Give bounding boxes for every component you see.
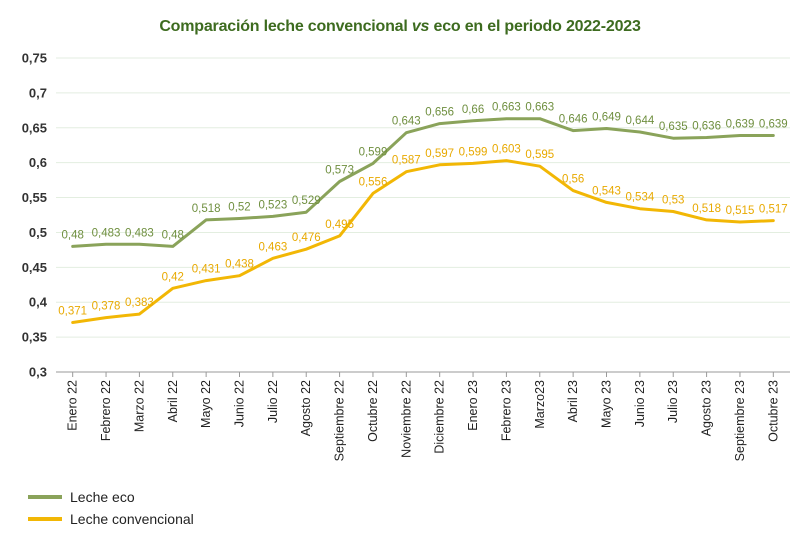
series-line-eco: [71, 117, 775, 248]
data-label-eco: 0,643: [392, 116, 421, 128]
x-tick-label: Marzo23: [533, 380, 547, 429]
x-tick-label: Noviembre 22: [399, 380, 413, 458]
data-label-eco: 0,639: [726, 118, 755, 130]
data-label-convencional: 0,438: [225, 259, 254, 271]
y-tick-label: 0,5: [29, 225, 47, 240]
y-tick-label: 0,3: [29, 365, 47, 380]
y-tick-label: 0,75: [22, 51, 47, 66]
legend: Leche eco Leche convencional: [28, 486, 194, 530]
x-tick-label: Octubre 23: [766, 380, 780, 442]
y-tick-label: 0,6: [29, 155, 47, 170]
x-tick-label: Septiembre 23: [733, 380, 747, 461]
data-label-convencional: 0,42: [162, 271, 184, 283]
x-tick-label: Mayo 23: [600, 380, 614, 428]
chart-title: Comparación leche convencional vs eco en…: [159, 18, 641, 35]
y-tick-label: 0,65: [22, 120, 47, 135]
data-label-convencional: 0,603: [492, 144, 521, 156]
data-label-eco: 0,663: [492, 102, 521, 114]
x-tick-label: Marzo 22: [132, 380, 146, 432]
data-label-convencional: 0,495: [325, 219, 354, 231]
data-label-eco: 0,523: [258, 199, 287, 211]
data-label-eco: 0,656: [425, 107, 454, 119]
data-label-convencional: 0,383: [125, 297, 154, 309]
data-label-convencional: 0,587: [392, 155, 421, 167]
data-label-convencional: 0,56: [562, 174, 584, 186]
x-tick-label: Enero 23: [466, 380, 480, 431]
data-label-eco: 0,639: [759, 118, 788, 130]
data-label-convencional: 0,476: [292, 232, 321, 244]
data-label-eco: 0,518: [192, 203, 221, 215]
data-label-convencional: 0,518: [692, 203, 721, 215]
y-tick-label: 0,45: [22, 260, 47, 275]
x-tick-label: Diciembre 22: [433, 380, 447, 454]
y-tick-label: 0,4: [29, 295, 48, 310]
data-label-eco: 0,48: [162, 229, 184, 241]
chart-title-vs: vs: [411, 18, 430, 35]
x-tick-label: Junio 22: [233, 380, 247, 427]
data-label-eco: 0,663: [525, 102, 554, 114]
legend-label-convencional: Leche convencional: [70, 511, 194, 527]
chart-title-part1: Comparación leche convencional: [159, 18, 412, 35]
data-label-eco: 0,644: [625, 115, 654, 127]
x-tick-label: Septiembre 22: [333, 380, 347, 461]
data-label-convencional: 0,378: [92, 301, 121, 313]
x-tick-label: Febrero 23: [499, 380, 513, 441]
data-label-convencional: 0,371: [58, 305, 87, 317]
data-label-convencional: 0,534: [625, 192, 654, 204]
legend-swatch-convencional: [28, 517, 62, 521]
x-tick-label: Abril 22: [166, 380, 180, 422]
x-tick-label: Junio 23: [633, 380, 647, 427]
series-line-convencional: [71, 159, 775, 324]
x-tick-label: Agosto 23: [700, 380, 714, 436]
data-label-convencional: 0,431: [192, 264, 221, 276]
data-label-eco: 0,573: [325, 165, 354, 177]
data-label-eco: 0,636: [692, 121, 721, 133]
y-tick-label: 0,55: [22, 190, 47, 205]
x-tick-label: Agosto 22: [299, 380, 313, 436]
data-label-eco: 0,483: [125, 227, 154, 239]
legend-label-eco: Leche eco: [70, 489, 135, 505]
legend-swatch-eco: [28, 495, 62, 499]
legend-item-eco: Leche eco: [28, 486, 194, 508]
data-label-eco: 0,599: [359, 146, 388, 158]
data-label-convencional: 0,597: [425, 148, 454, 160]
data-label-convencional: 0,543: [592, 185, 621, 197]
data-label-eco: 0,646: [559, 114, 588, 126]
x-tick-label: Febrero 22: [99, 380, 113, 441]
x-tick-label: Abril 23: [566, 380, 580, 422]
chart-title-wrap: Comparación leche convencional vs eco en…: [0, 18, 800, 36]
y-tick-label: 0,35: [22, 330, 47, 345]
data-label-convencional: 0,599: [459, 146, 488, 158]
chart-title-part3: eco en el periodo 2022-2023: [429, 18, 641, 35]
x-tick-label: Enero 22: [66, 380, 80, 431]
x-tick-label: Octubre 22: [366, 380, 380, 442]
data-label-convencional: 0,595: [525, 149, 554, 161]
data-label-eco: 0,52: [228, 201, 250, 213]
data-label-convencional: 0,463: [258, 241, 287, 253]
legend-item-convencional: Leche convencional: [28, 508, 194, 530]
x-tick-label: Mayo 22: [199, 380, 213, 428]
data-label-eco: 0,66: [462, 104, 484, 116]
y-tick-label: 0,7: [29, 85, 47, 100]
data-label-convencional: 0,556: [359, 176, 388, 188]
data-label-eco: 0,635: [659, 121, 688, 133]
x-tick-label: Julio 22: [266, 380, 280, 423]
data-label-convencional: 0,53: [662, 195, 684, 207]
data-label-convencional: 0,517: [759, 204, 788, 216]
data-label-eco: 0,649: [592, 111, 621, 123]
data-label-convencional: 0,515: [726, 205, 755, 217]
x-tick-label: Julio 23: [666, 380, 680, 423]
data-label-eco: 0,48: [61, 229, 83, 241]
data-label-eco: 0,529: [292, 195, 321, 207]
data-label-eco: 0,483: [92, 227, 121, 239]
